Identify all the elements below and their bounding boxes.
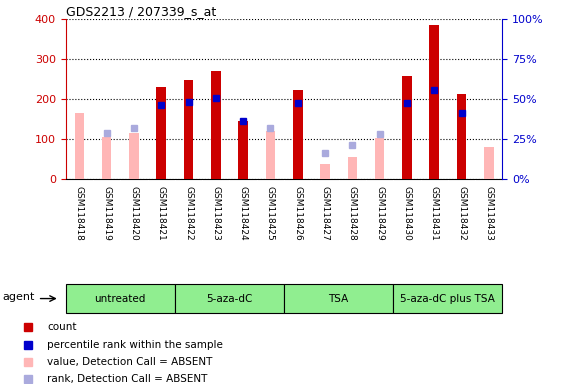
Bar [129,133,139,179]
Bar [484,147,493,179]
Text: rank, Detection Call = ABSENT: rank, Detection Call = ABSENT [47,374,207,384]
Text: GSM118418: GSM118418 [75,185,84,240]
Text: GSM118433: GSM118433 [484,185,493,240]
Text: GSM118419: GSM118419 [102,185,111,240]
Bar [238,121,248,179]
Text: GSM118431: GSM118431 [430,185,439,240]
Bar [348,157,357,179]
Bar [293,90,303,179]
FancyBboxPatch shape [393,284,502,313]
FancyBboxPatch shape [284,284,393,313]
Text: GSM118430: GSM118430 [403,185,412,240]
Text: count: count [47,322,77,332]
Text: 5-aza-dC plus TSA: 5-aza-dC plus TSA [400,293,495,304]
Bar [102,137,111,179]
Bar [156,87,166,179]
Bar [402,76,412,179]
Bar [429,25,439,179]
FancyBboxPatch shape [175,284,284,313]
Text: untreated: untreated [95,293,146,304]
Bar [75,113,84,179]
Text: agent: agent [2,292,35,302]
Bar [457,94,467,179]
Text: GSM118425: GSM118425 [266,185,275,240]
Text: value, Detection Call = ABSENT: value, Detection Call = ABSENT [47,357,212,367]
Bar [211,71,220,179]
Text: TSA: TSA [328,293,349,304]
Text: GSM118421: GSM118421 [156,185,166,240]
Text: GSM118429: GSM118429 [375,185,384,240]
Text: 5-aza-dC: 5-aza-dC [206,293,252,304]
Bar [266,131,275,179]
Bar [375,138,384,179]
Text: GSM118422: GSM118422 [184,185,193,240]
Bar [320,164,330,179]
Text: percentile rank within the sample: percentile rank within the sample [47,339,223,349]
Text: GSM118423: GSM118423 [211,185,220,240]
Bar [184,80,194,179]
Text: GSM118427: GSM118427 [320,185,329,240]
Text: GSM118426: GSM118426 [293,185,302,240]
Text: GSM118428: GSM118428 [348,185,357,240]
Text: GSM118420: GSM118420 [130,185,138,240]
Text: GDS2213 / 207339_s_at: GDS2213 / 207339_s_at [66,5,216,18]
Text: GSM118424: GSM118424 [239,185,248,240]
Text: GSM118432: GSM118432 [457,185,466,240]
FancyBboxPatch shape [66,284,175,313]
